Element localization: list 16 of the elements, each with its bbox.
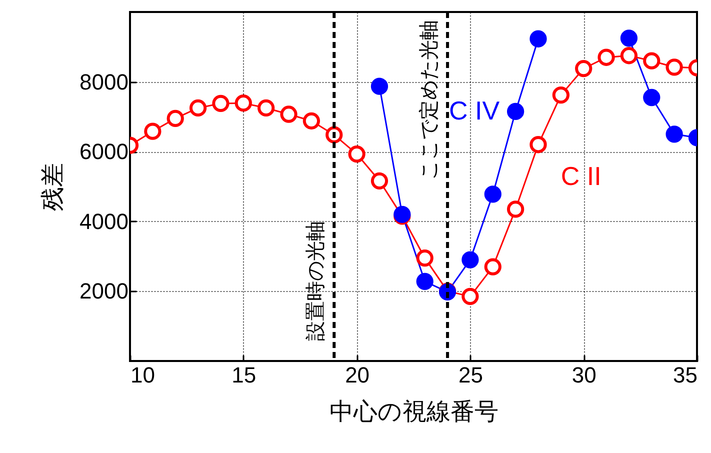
x-tick-label: 35 <box>673 362 698 388</box>
y-tick-label: 2000 <box>80 278 128 304</box>
x-tick-label: 30 <box>572 362 596 388</box>
y-tick-label: 4000 <box>80 208 128 234</box>
y-tick-label: 8000 <box>80 69 128 94</box>
x-tick-label: 10 <box>130 362 155 388</box>
x-axis-title: 中心の視線番号 <box>330 398 498 426</box>
ref-line-label: 設置時の光軸 <box>305 221 328 341</box>
x-tick-label: 20 <box>345 362 370 388</box>
x-tick-label: 25 <box>458 362 483 388</box>
x-tick-label: 15 <box>232 362 256 388</box>
series-label: C IV <box>448 95 500 126</box>
series-label: C II <box>560 160 602 191</box>
y-tick-label: 6000 <box>80 139 128 164</box>
y-axis-title: 残差 <box>40 163 67 211</box>
ref-line-label: ここで定めた光軸 <box>418 20 441 180</box>
